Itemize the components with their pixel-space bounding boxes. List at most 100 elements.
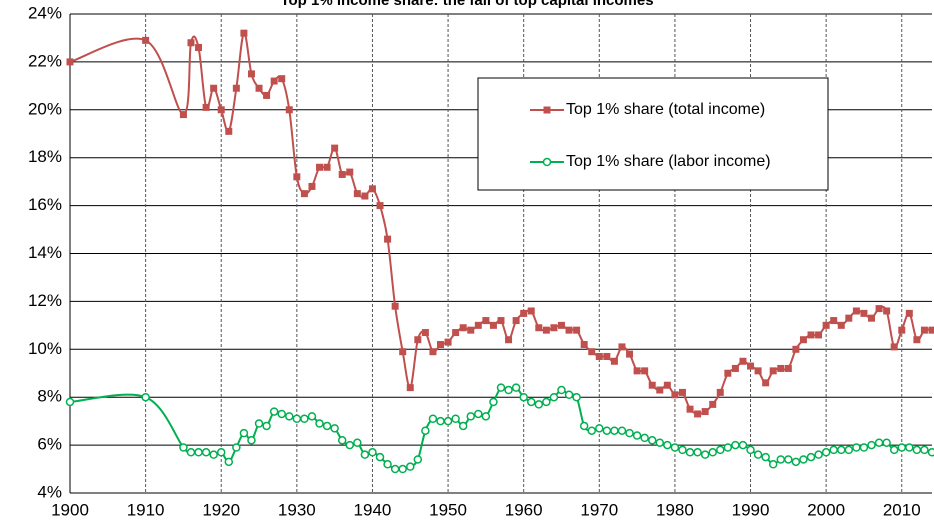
marker	[716, 445, 725, 455]
marker	[519, 392, 528, 402]
marker	[610, 426, 619, 435]
marker	[292, 414, 302, 424]
marker	[791, 457, 801, 467]
y-tick-label: 4%	[37, 482, 62, 501]
marker	[700, 450, 710, 459]
marker	[830, 317, 838, 325]
marker	[413, 455, 423, 464]
marker	[481, 412, 491, 421]
y-tick-label: 18%	[28, 147, 62, 166]
marker	[550, 324, 558, 332]
y-tick-label: 12%	[28, 291, 62, 310]
x-tick-label: 1980	[656, 500, 694, 519]
marker	[761, 452, 770, 462]
marker	[186, 448, 196, 457]
marker	[512, 317, 520, 325]
marker	[262, 421, 271, 431]
marker	[216, 448, 226, 457]
marker	[66, 58, 74, 66]
marker	[868, 314, 876, 322]
marker	[595, 424, 604, 433]
marker	[573, 326, 581, 334]
legend-marker	[542, 157, 552, 167]
x-tick-label: 1940	[354, 500, 392, 519]
marker	[390, 464, 400, 474]
marker	[353, 190, 361, 198]
x-tick-label: 1970	[580, 500, 618, 519]
marker	[527, 307, 535, 315]
marker	[429, 348, 437, 356]
marker	[633, 367, 641, 375]
marker	[610, 357, 618, 365]
marker	[209, 450, 218, 459]
y-tick-label: 16%	[28, 195, 62, 214]
marker	[421, 329, 429, 337]
marker	[867, 440, 876, 450]
marker	[882, 438, 891, 447]
marker	[542, 326, 550, 334]
marker	[353, 438, 362, 447]
marker	[806, 452, 816, 462]
marker	[436, 416, 445, 426]
marker	[656, 386, 664, 394]
marker	[505, 336, 513, 344]
marker	[467, 326, 475, 334]
marker	[701, 408, 709, 416]
marker	[716, 388, 724, 396]
marker	[482, 317, 490, 325]
marker	[452, 329, 460, 337]
y-tick-label: 6%	[37, 435, 62, 454]
marker	[391, 302, 399, 310]
y-tick-label: 10%	[28, 339, 62, 358]
marker	[338, 170, 346, 178]
marker	[534, 400, 544, 409]
marker	[316, 163, 324, 171]
marker	[685, 448, 695, 457]
marker	[694, 410, 702, 418]
marker	[799, 336, 807, 344]
marker	[928, 326, 934, 334]
marker	[345, 440, 355, 450]
marker	[859, 443, 869, 452]
legend-box	[477, 77, 829, 191]
marker	[217, 106, 225, 114]
marker	[224, 457, 234, 467]
marker	[769, 367, 777, 375]
marker	[535, 324, 543, 332]
marker	[648, 381, 656, 389]
marker	[526, 397, 536, 407]
marker	[709, 400, 717, 408]
x-tick-label: 2010	[883, 500, 921, 519]
marker	[814, 450, 823, 459]
marker	[837, 321, 845, 329]
marker	[489, 397, 498, 407]
marker	[738, 440, 748, 450]
x-tick-label: 1900	[51, 500, 89, 519]
marker	[663, 381, 671, 389]
marker	[368, 448, 377, 457]
marker	[920, 326, 928, 334]
marker	[322, 421, 332, 431]
y-tick-label: 14%	[28, 243, 62, 262]
marker	[285, 106, 293, 114]
marker	[883, 307, 891, 315]
marker	[784, 364, 792, 372]
marker	[376, 202, 384, 210]
marker	[444, 338, 452, 346]
marker	[777, 364, 785, 372]
marker	[670, 443, 680, 452]
marker	[874, 438, 884, 447]
x-tick-label: 2000	[807, 500, 845, 519]
marker	[542, 397, 551, 407]
marker	[142, 36, 150, 44]
marker	[905, 443, 914, 452]
marker	[285, 412, 294, 421]
marker	[398, 464, 407, 474]
x-tick-label: 1920	[202, 500, 240, 519]
y-tick-label: 20%	[28, 99, 62, 118]
marker	[269, 407, 279, 416]
marker	[920, 445, 929, 455]
marker	[913, 336, 921, 344]
x-tick-label: 1930	[278, 500, 316, 519]
marker	[724, 369, 732, 377]
